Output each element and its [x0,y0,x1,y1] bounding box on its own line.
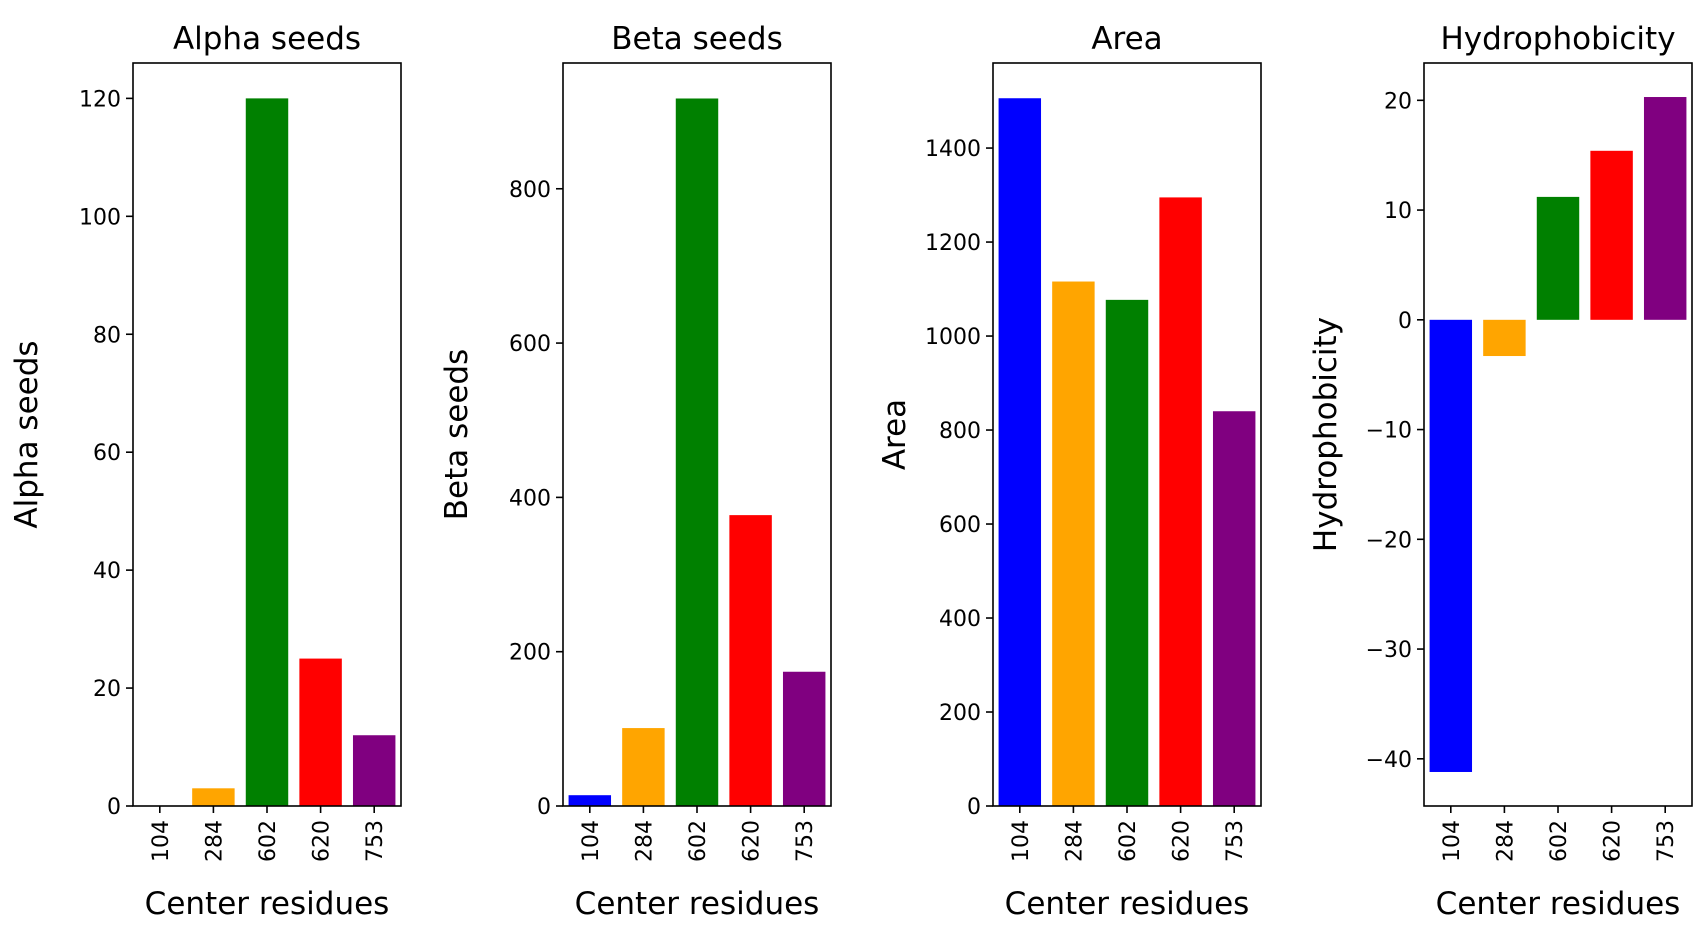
x-tick-label: 753 [1654,820,1679,862]
y-axis-label: Hydrophobicity [1308,317,1344,552]
y-tick-label: 1200 [925,231,981,256]
y-tick-label: 60 [93,441,121,466]
y-tick-label: 120 [79,87,121,112]
y-tick-label: 400 [939,607,981,632]
bar-620 [1590,150,1633,320]
x-axis-label: Center residues [145,886,390,922]
x-axis-label: Center residues [1436,886,1681,922]
x-tick-label: 620 [740,820,765,862]
bar-753 [352,735,396,806]
x-tick-label: 284 [1062,820,1087,862]
chart-title: Alpha seeds [173,21,361,57]
y-tick-label: −20 [1366,528,1412,553]
bar-602 [1536,196,1580,320]
y-tick-label: 20 [93,677,121,702]
bar-284 [192,788,235,806]
x-tick-label: 104 [1440,820,1465,862]
x-tick-label: 753 [363,820,388,862]
x-axis-label: Center residues [1005,886,1250,922]
bar-104 [998,98,1042,806]
chart-panel-4: Hydrophobicity −40 −30 −20 −10 0 10 20 104 284 602… [1308,21,1693,922]
x-tick-label: 284 [632,820,657,862]
x-tick-label: 284 [202,820,227,862]
bar-753 [1212,411,1256,806]
y-tick-label: 100 [79,205,121,230]
bar-753 [782,671,826,806]
y-tick-label: 800 [939,419,981,444]
bar-284 [1052,281,1095,806]
x-tick-label: 753 [793,820,818,862]
y-tick-label: 0 [107,795,121,820]
x-tick-label: 602 [1116,820,1141,862]
bar-284 [1483,319,1526,357]
y-tick-label: 400 [509,486,551,511]
y-tick-label: −10 [1366,419,1412,444]
y-tick-label: −40 [1366,748,1412,773]
chart-title: Hydrophobicity [1440,21,1675,57]
y-tick-label: 80 [93,323,121,348]
x-tick-label: 284 [1493,820,1518,862]
y-axis-label: Beta seeds [439,349,475,520]
y-tick-label: 0 [967,795,981,820]
bar-602 [1105,299,1149,806]
bar-620 [729,515,772,806]
y-tick-label: 10 [1384,199,1412,224]
chart-title: Beta seeds [611,21,782,57]
y-tick-label: 1400 [925,137,981,162]
y-tick-label: 200 [939,701,981,726]
bar-104 [568,795,612,806]
y-tick-label: 600 [939,513,981,538]
x-tick-label: 620 [310,820,335,862]
x-tick-label: 602 [1547,820,1572,862]
x-tick-label: 620 [1170,820,1195,862]
x-tick-label: 602 [256,820,281,862]
chart-title: Area [1091,21,1162,57]
chart-panel-2: Beta seeds 0 200 400 600 800 104 284 602 620 753 Ce… [439,21,832,922]
y-tick-label: 40 [93,559,121,584]
y-tick-label: 200 [509,641,551,666]
y-tick-label: 0 [1398,309,1412,334]
y-tick-label: 600 [509,332,551,357]
y-tick-label: 1000 [925,325,981,350]
y-tick-label: −30 [1366,638,1412,663]
chart-panel-1: Alpha seeds 0 20 40 60 80 100 120 104 284 602 620 75… [9,21,402,922]
y-tick-label: 0 [537,795,551,820]
x-tick-label: 602 [686,820,711,862]
bar-284 [622,728,665,806]
bar-620 [1159,197,1202,806]
x-tick-label: 104 [579,820,604,862]
x-tick-label: 620 [1601,820,1626,862]
bar-602 [675,98,719,807]
bar-753 [1643,97,1687,320]
x-tick-label: 104 [1009,820,1034,862]
bar-104 [1429,319,1473,772]
x-axis-label: Center residues [575,886,820,922]
bar-602 [245,98,289,806]
chart-panel-3: Area 0 200 400 600 800 1000 1200 1400 104 284 602 62… [877,21,1262,922]
y-axis-label: Area [877,399,913,470]
x-tick-label: 104 [149,820,174,862]
y-tick-label: 20 [1384,89,1412,114]
y-tick-label: 800 [509,178,551,203]
y-axis-label: Alpha seeds [9,340,45,528]
x-tick-label: 753 [1223,820,1248,862]
bar-620 [299,658,342,806]
